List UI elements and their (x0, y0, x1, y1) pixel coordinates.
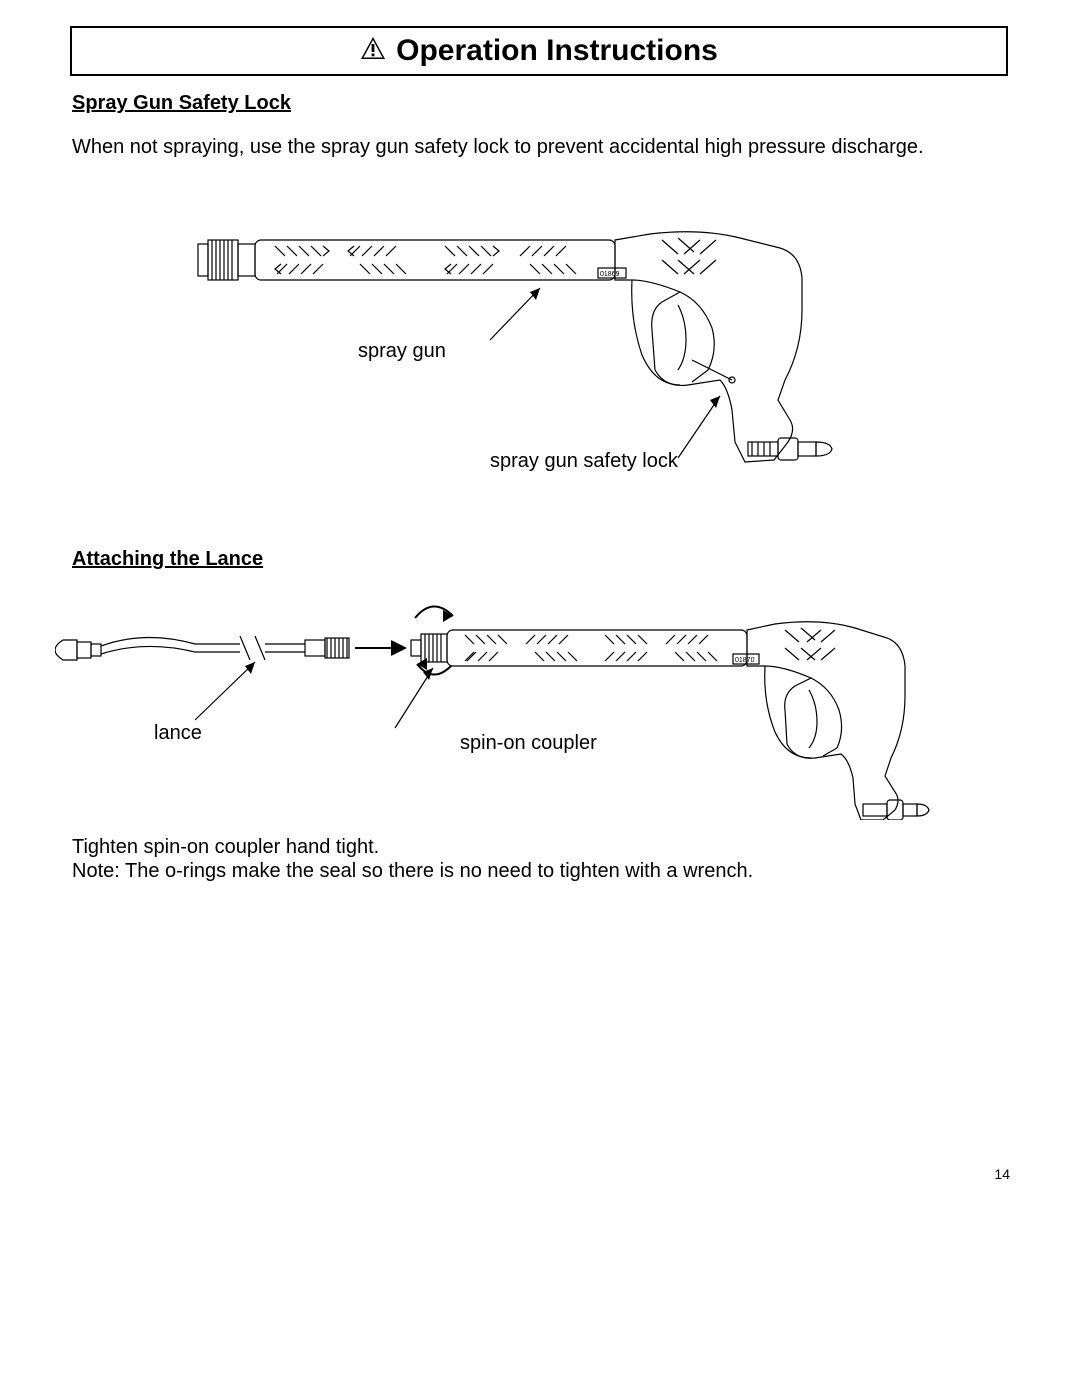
warning-icon (360, 34, 386, 68)
label-safety-lock: spray gun safety lock (490, 450, 678, 473)
label-spray-gun: spray gun (358, 340, 446, 363)
figure2-partno: 01870 (735, 657, 755, 664)
page: Operation Instructions Spray Gun Safety … (0, 0, 1080, 1397)
section2-text2: Note: The o-rings make the seal so there… (72, 860, 753, 883)
title-box: Operation Instructions (70, 26, 1008, 76)
figure1-partno: 01869 (600, 271, 620, 278)
label-lance: lance (154, 722, 202, 745)
figure-lance: 01870 (55, 600, 930, 820)
figure-spray-gun: 01869 (180, 210, 860, 490)
page-number: 14 (994, 1166, 1010, 1182)
label-coupler: spin-on coupler (460, 732, 597, 755)
section1-heading: Spray Gun Safety Lock (72, 92, 291, 115)
section1-text: When not spraying, use the spray gun saf… (72, 136, 1012, 159)
section2-heading: Attaching the Lance (72, 548, 263, 571)
section2-text1: Tighten spin-on coupler hand tight. (72, 836, 379, 859)
page-title: Operation Instructions (396, 34, 718, 68)
page-title-wrap: Operation Instructions (360, 34, 718, 68)
